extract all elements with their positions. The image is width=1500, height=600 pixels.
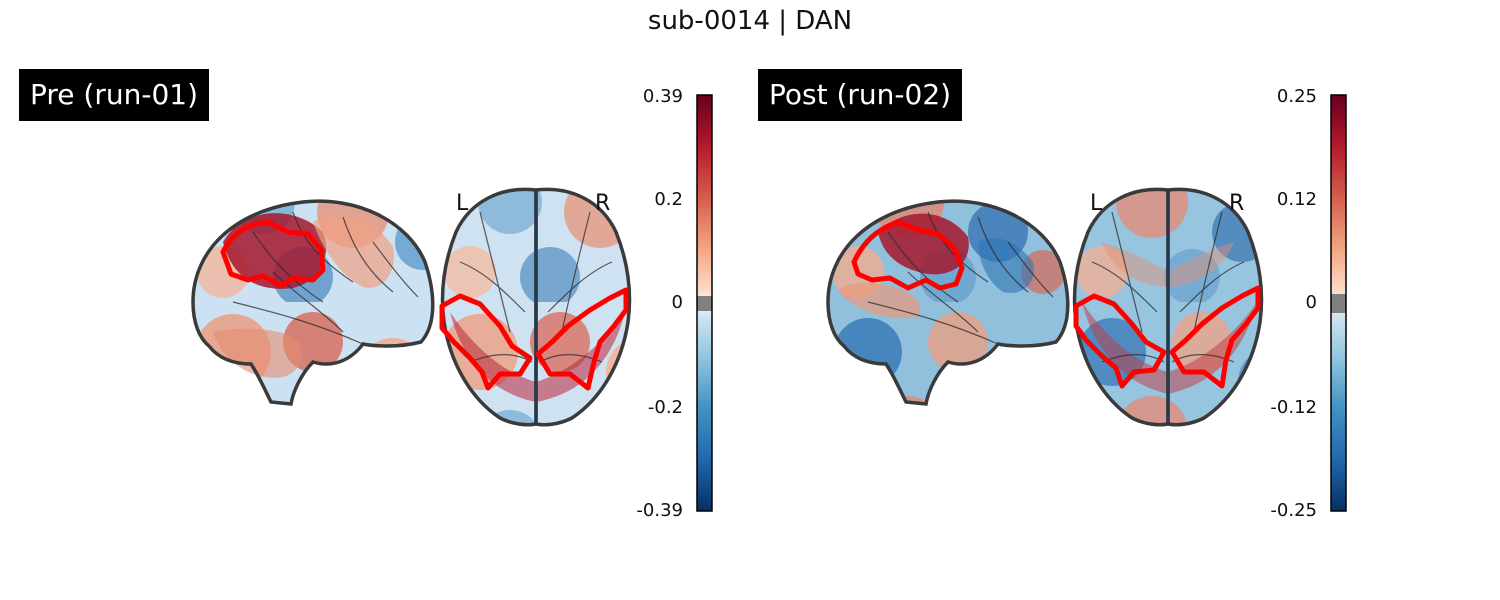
colorbar-pre-tick: 0.2 — [654, 189, 683, 210]
hemisphere-label-right: R — [1229, 191, 1244, 216]
colorbar-post — [1330, 94, 1347, 512]
colorbar-pre — [696, 94, 713, 512]
panel-label-post: Post (run-02) — [758, 69, 963, 121]
colorbar-pre-tick: -0.39 — [636, 500, 683, 521]
panel-label-pre: Pre (run-01) — [19, 69, 209, 121]
colorbar-post-tick: 0.12 — [1276, 189, 1317, 210]
hemisphere-label-left: L — [456, 191, 469, 216]
sagittal-view-post — [826, 199, 1070, 406]
sagittal-view-pre — [191, 199, 435, 406]
hemisphere-label-left: L — [1090, 191, 1103, 216]
colorbar-post-tick: -0.25 — [1270, 500, 1317, 521]
colorbar-pre-tick: 0 — [671, 292, 683, 313]
hemisphere-label-right: R — [595, 191, 610, 216]
colorbar-post-tick: -0.12 — [1270, 397, 1317, 418]
colorbar-pre-tick: -0.2 — [647, 397, 683, 418]
figure-title: sub-0014 | DAN — [647, 6, 853, 36]
colorbar-pre-tick: 0.39 — [642, 86, 683, 107]
colorbar-post-tick: 0 — [1305, 292, 1317, 313]
colorbar-post-tick: 0.25 — [1276, 86, 1317, 107]
axial-view-pre: L R — [439, 187, 632, 427]
axial-view-post: L R — [1072, 187, 1264, 427]
